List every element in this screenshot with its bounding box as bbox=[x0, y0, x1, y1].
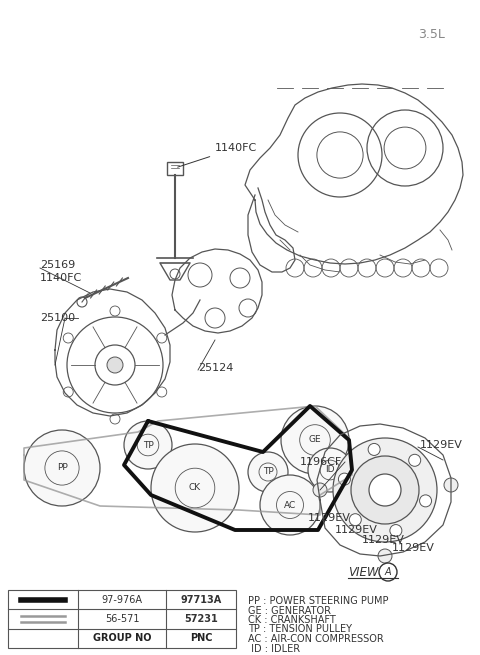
Text: 25169: 25169 bbox=[40, 260, 75, 270]
Circle shape bbox=[368, 443, 380, 455]
Circle shape bbox=[351, 456, 419, 524]
Text: 25124: 25124 bbox=[198, 363, 233, 373]
Text: VIEW: VIEW bbox=[348, 565, 379, 578]
Text: TP: TP bbox=[263, 468, 274, 476]
Circle shape bbox=[378, 549, 392, 563]
Circle shape bbox=[420, 495, 432, 507]
Text: A: A bbox=[384, 567, 391, 577]
Text: 57231: 57231 bbox=[184, 614, 218, 624]
Circle shape bbox=[157, 387, 167, 397]
Text: ID: ID bbox=[325, 466, 335, 474]
Text: AC : AIR-CON COMPRESSOR: AC : AIR-CON COMPRESSOR bbox=[248, 634, 384, 644]
Text: 1129EV: 1129EV bbox=[308, 513, 351, 523]
Text: 1129EV: 1129EV bbox=[335, 525, 378, 535]
Circle shape bbox=[63, 387, 73, 397]
Circle shape bbox=[260, 475, 320, 535]
Circle shape bbox=[151, 444, 239, 532]
Circle shape bbox=[333, 438, 437, 542]
Text: CK : CRANKSHAFT: CK : CRANKSHAFT bbox=[248, 615, 336, 625]
Circle shape bbox=[369, 474, 401, 506]
Text: PNC: PNC bbox=[190, 633, 212, 643]
Circle shape bbox=[110, 414, 120, 424]
Circle shape bbox=[444, 478, 458, 492]
Text: AC: AC bbox=[284, 500, 296, 510]
Text: TP: TP bbox=[143, 441, 154, 449]
Text: TP : TENSION PULLEY: TP : TENSION PULLEY bbox=[248, 624, 352, 635]
Text: GE: GE bbox=[309, 436, 321, 445]
Circle shape bbox=[408, 455, 420, 466]
Text: PP : POWER STEERING PUMP: PP : POWER STEERING PUMP bbox=[248, 596, 388, 606]
Circle shape bbox=[313, 483, 327, 497]
Text: 1140FC: 1140FC bbox=[40, 273, 82, 283]
Text: ID : IDLER: ID : IDLER bbox=[248, 643, 300, 654]
Text: 97713A: 97713A bbox=[180, 595, 222, 605]
Text: GE : GENERATOR: GE : GENERATOR bbox=[248, 605, 331, 616]
Circle shape bbox=[63, 333, 73, 343]
Text: GROUP NO: GROUP NO bbox=[93, 633, 151, 643]
Circle shape bbox=[281, 406, 349, 474]
Text: 1129EV: 1129EV bbox=[420, 440, 463, 450]
Text: CK: CK bbox=[189, 483, 201, 493]
Text: 1140FC: 1140FC bbox=[178, 143, 257, 167]
Circle shape bbox=[77, 297, 87, 307]
Circle shape bbox=[338, 473, 350, 485]
Text: 97-976A: 97-976A bbox=[101, 595, 143, 605]
Circle shape bbox=[349, 514, 361, 526]
Text: 56-571: 56-571 bbox=[105, 614, 139, 624]
Circle shape bbox=[24, 430, 100, 506]
Circle shape bbox=[110, 306, 120, 316]
Text: 1196CF: 1196CF bbox=[300, 457, 342, 467]
Circle shape bbox=[157, 333, 167, 343]
Text: 1129EV: 1129EV bbox=[362, 535, 405, 545]
Text: PP: PP bbox=[57, 464, 67, 472]
Circle shape bbox=[124, 421, 172, 469]
Circle shape bbox=[248, 452, 288, 492]
Circle shape bbox=[308, 448, 352, 492]
Text: 3.5L: 3.5L bbox=[418, 28, 445, 41]
Circle shape bbox=[107, 357, 123, 373]
FancyBboxPatch shape bbox=[167, 162, 183, 175]
FancyBboxPatch shape bbox=[8, 590, 236, 648]
Text: 1129EV: 1129EV bbox=[392, 543, 435, 553]
Text: 25100: 25100 bbox=[40, 313, 75, 323]
Circle shape bbox=[390, 525, 402, 536]
